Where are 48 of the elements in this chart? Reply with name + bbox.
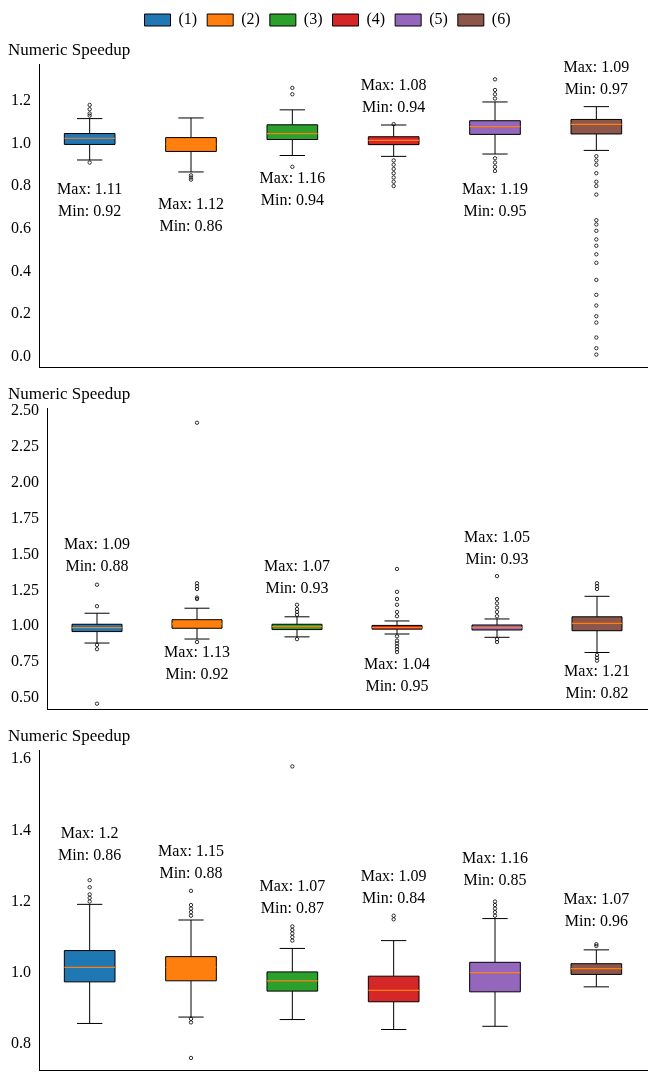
- chart-title: Numeric Speedup: [8, 725, 131, 745]
- annotation: Max: 1.2 Min: 0.86: [58, 823, 122, 863]
- annotation: Max: 1.08 Min: 0.94: [360, 75, 427, 115]
- annotation: Max: 1.07 Min: 0.93: [264, 556, 330, 596]
- annotation: Max: 1.07 Min: 0.87: [259, 877, 326, 917]
- annotation: Max: 1.11 Min: 0.92: [57, 179, 123, 219]
- annotation: Max: 1.19 Min: 0.95: [462, 179, 528, 219]
- y-tick-label: 2.00: [11, 473, 39, 491]
- y-tick-label: 2.50: [11, 401, 39, 419]
- legend-label: (1): [178, 10, 198, 29]
- y-tick-label: 1.4: [11, 820, 31, 838]
- annotation: Max: 1.09 Min: 0.84: [360, 866, 427, 906]
- annotation: Max: 1.13 Min: 0.92: [164, 642, 230, 682]
- legend-label: (2): [241, 10, 260, 29]
- y-tick-label: 1.0: [11, 962, 31, 980]
- y-tick-label: 0.8: [11, 176, 31, 194]
- annotation: Max: 1.05 Min: 0.93: [464, 528, 530, 568]
- legend-label: (3): [303, 10, 323, 29]
- y-tick-label: 1.25: [11, 580, 39, 598]
- y-tick-label: 1.6: [11, 749, 31, 767]
- annotation: Max: 1.04 Min: 0.95: [364, 655, 430, 695]
- chart-title: Numeric Speedup: [8, 383, 131, 403]
- y-tick-label: 0.6: [11, 218, 31, 236]
- legend-label: (5): [429, 10, 448, 29]
- y-tick-label: 1.00: [11, 616, 39, 634]
- y-tick-label: 0.2: [11, 304, 31, 322]
- y-tick-label: 0.4: [11, 261, 31, 279]
- legend-label: (4): [366, 10, 386, 29]
- annotation: Max: 1.21 Min: 0.82: [564, 661, 630, 701]
- y-tick-label: 1.2: [11, 90, 31, 108]
- y-tick-label: 0.8: [11, 1033, 31, 1051]
- legend-label: (6): [491, 10, 511, 29]
- annotation: Max: 1.16 Min: 0.94: [259, 169, 326, 209]
- annotation: Max: 1.16 Min: 0.85: [462, 848, 528, 888]
- y-tick-label: 0.0: [11, 346, 31, 364]
- y-tick-label: 0.50: [11, 688, 39, 706]
- y-tick-label: 0.75: [11, 652, 39, 670]
- annotation: Max: 1.12 Min: 0.86: [158, 195, 224, 235]
- y-tick-label: 1.0: [11, 133, 31, 151]
- annotation: Max: 1.07 Min: 0.96: [563, 889, 630, 929]
- y-tick-label: 2.25: [11, 437, 39, 455]
- annotation: Max: 1.09 Min: 0.88: [64, 535, 130, 575]
- y-tick-label: 1.75: [11, 508, 39, 526]
- annotation: Max: 1.15 Min: 0.88: [158, 841, 224, 881]
- y-tick-label: 1.50: [11, 544, 39, 562]
- y-tick-label: 1.2: [11, 891, 31, 909]
- annotation: Max: 1.09 Min: 0.97: [563, 58, 630, 98]
- chart-title: Numeric Speedup: [8, 39, 131, 59]
